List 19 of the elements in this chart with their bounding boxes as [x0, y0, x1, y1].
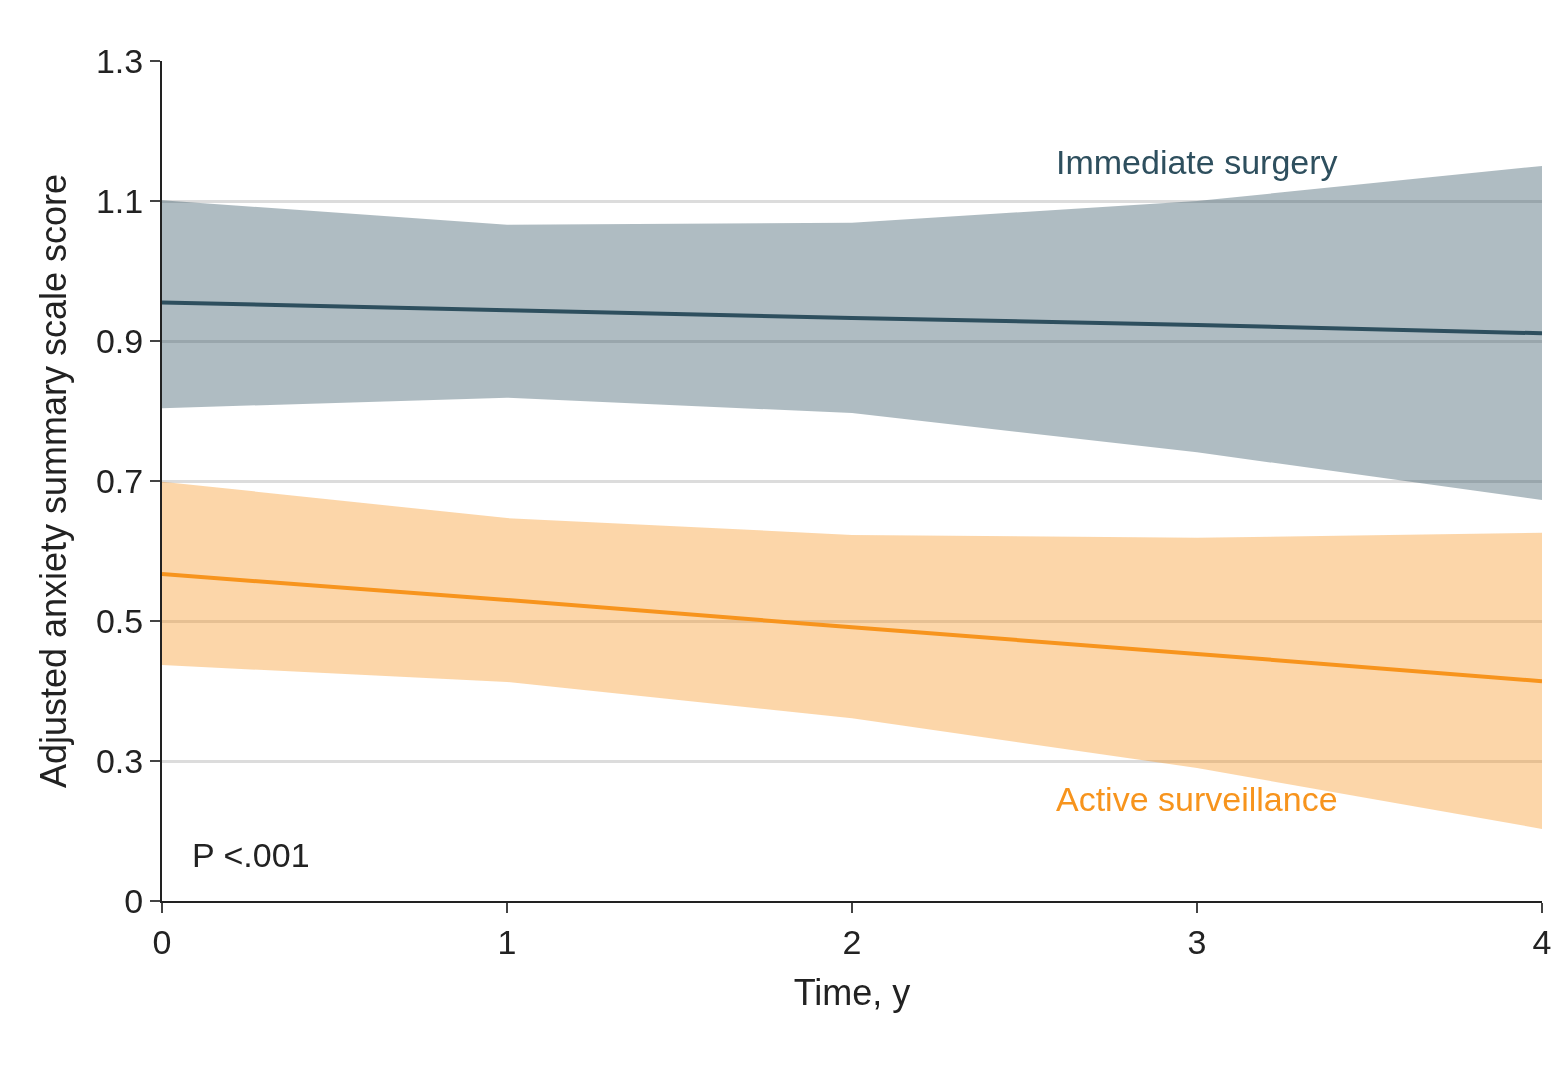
y-tick-label: 0.7: [95, 461, 144, 500]
text: Immediate surgery: [1056, 143, 1338, 181]
x-axis-title: Time, y: [793, 972, 911, 1013]
y-tick-label: 0: [124, 881, 144, 920]
text: Active surveillance: [1056, 780, 1338, 818]
x-tick-label: 1: [497, 922, 517, 961]
x-tick-label: 4: [1532, 922, 1552, 961]
line-series: [162, 300, 1542, 336]
y-tick-label: 0.3: [95, 741, 144, 780]
x-tick-label: 2: [842, 922, 862, 961]
x-tick-label: 3: [1187, 922, 1207, 961]
line-series: [162, 572, 1542, 684]
y-tick-label: 1.3: [95, 41, 144, 80]
y-tick-label: 0.5: [95, 601, 144, 640]
y-tick-label: 0.9: [95, 321, 144, 360]
annotation: P <.001: [192, 836, 310, 874]
x-tick-label: 0: [152, 922, 172, 961]
y-tick-label: 1.1: [95, 181, 144, 220]
y-axis-title: Adjusted anxiety summary scale score: [33, 173, 75, 789]
